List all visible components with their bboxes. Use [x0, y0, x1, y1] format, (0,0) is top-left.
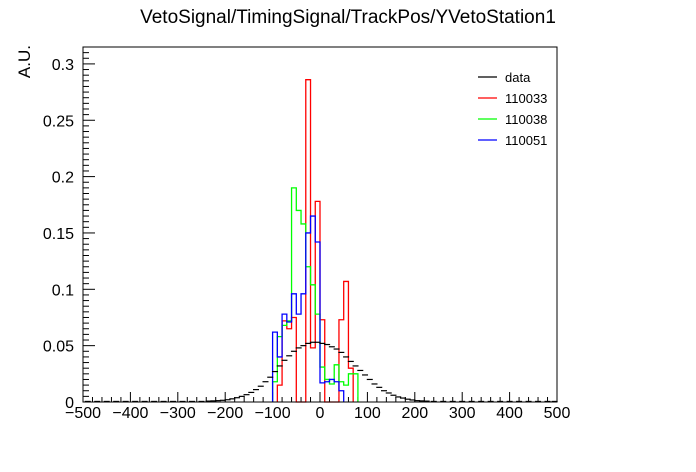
x-tick-labels: −500 −400 −300 −200 −100 0 100 200 300 400 500 [65, 405, 570, 422]
y-tick-label: 0.3 [52, 57, 74, 74]
x-tick-label: 100 [354, 405, 381, 422]
y-tick-labels: 0 0.05 0.1 0.15 0.2 0.25 0.3 [43, 57, 74, 412]
legend: data 110033 110038 110051 [478, 70, 547, 148]
x-tick-label: −400 [112, 405, 148, 422]
legend-label-110038: 110038 [505, 112, 547, 127]
x-tick-label: −300 [160, 405, 196, 422]
legend-label-110051: 110051 [505, 133, 547, 148]
y-tick-label: 0.1 [52, 282, 74, 299]
y-axis-label: A.U. [15, 45, 34, 78]
x-tick-label: 400 [496, 405, 523, 422]
series-110038-step [271, 187, 359, 402]
series-data-points [84, 341, 558, 403]
y-tick-label: 0.25 [43, 113, 74, 130]
legend-label-data: data [505, 70, 531, 85]
legend-label-110033: 110033 [505, 91, 547, 106]
series-110051-step [271, 215, 345, 402]
series-110033-step [276, 79, 354, 403]
x-tick-label: 0 [316, 405, 325, 422]
chart-title: VetoSignal/TimingSignal/TrackPos/YVetoSt… [140, 7, 556, 28]
x-tick-label: 500 [544, 405, 571, 422]
x-tick-label: 300 [449, 405, 476, 422]
y-tick-label: 0.2 [52, 170, 74, 187]
y-tick-label: 0.15 [43, 226, 74, 243]
x-tick-label: −100 [255, 405, 291, 422]
x-tick-label: 200 [401, 405, 428, 422]
x-tick-label: −500 [65, 405, 101, 422]
x-tick-label: −200 [207, 405, 243, 422]
y-tick-label: 0.05 [43, 339, 74, 356]
series-layer [84, 79, 558, 403]
y-tick-label: 0 [65, 395, 74, 412]
plot-frame [82, 46, 558, 403]
